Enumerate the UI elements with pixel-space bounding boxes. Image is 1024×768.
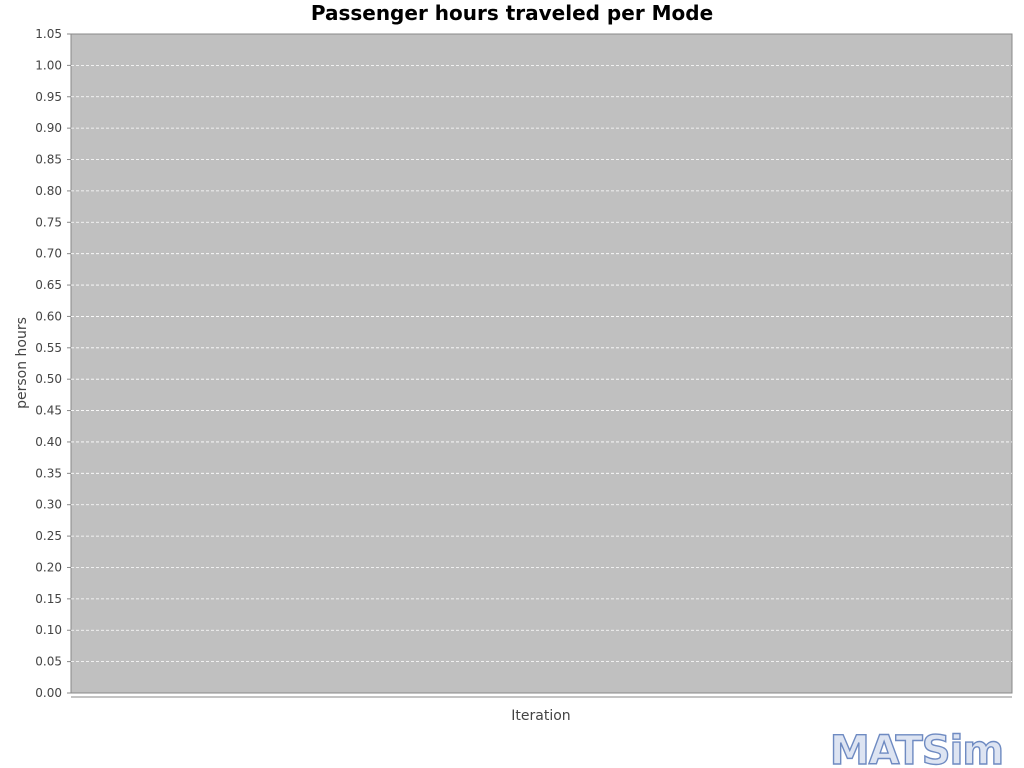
y-tick-label: 1.05 xyxy=(35,27,62,41)
plot-area xyxy=(70,33,1013,694)
y-tick-label: 0.00 xyxy=(35,686,62,700)
y-tick-label: 0.15 xyxy=(35,592,62,606)
y-tick-label: 0.75 xyxy=(35,215,62,229)
y-tick-label: 0.60 xyxy=(35,309,62,323)
y-tick-label: 0.10 xyxy=(35,623,62,637)
y-tick-label: 0.40 xyxy=(35,435,62,449)
y-tick-label: 0.95 xyxy=(35,90,62,104)
y-tick-label: 0.05 xyxy=(35,655,62,669)
y-tick-label: 0.55 xyxy=(35,341,62,355)
logo-text: MATSim xyxy=(830,728,1003,768)
y-tick-label: 0.80 xyxy=(35,184,62,198)
y-tick-label: 0.30 xyxy=(35,498,62,512)
y-axis-ticks: 0.00 0.05 0.10 0.15 0.20 0.25 0.30 0.35 0.40 0.45… xyxy=(35,27,71,700)
matsim-logo: MATSim xyxy=(829,727,1005,768)
grid-lines xyxy=(71,64,1012,663)
y-tick-label: 0.25 xyxy=(35,529,62,543)
y-tick-label: 0.70 xyxy=(35,247,62,261)
chart-title: Passenger hours traveled per Mode xyxy=(311,1,713,25)
y-tick-label: 0.45 xyxy=(35,404,62,418)
y-tick-label: 0.90 xyxy=(35,121,62,135)
y-tick-label: 1.00 xyxy=(35,58,62,72)
y-tick-label: 0.65 xyxy=(35,278,62,292)
y-tick-label: 0.85 xyxy=(35,153,62,167)
y-tick-label: 0.35 xyxy=(35,466,62,480)
x-axis-label: Iteration xyxy=(511,708,570,724)
y-axis-label: person hours xyxy=(14,317,30,409)
y-tick-label: 0.20 xyxy=(35,560,62,574)
y-tick-label: 0.50 xyxy=(35,372,62,386)
